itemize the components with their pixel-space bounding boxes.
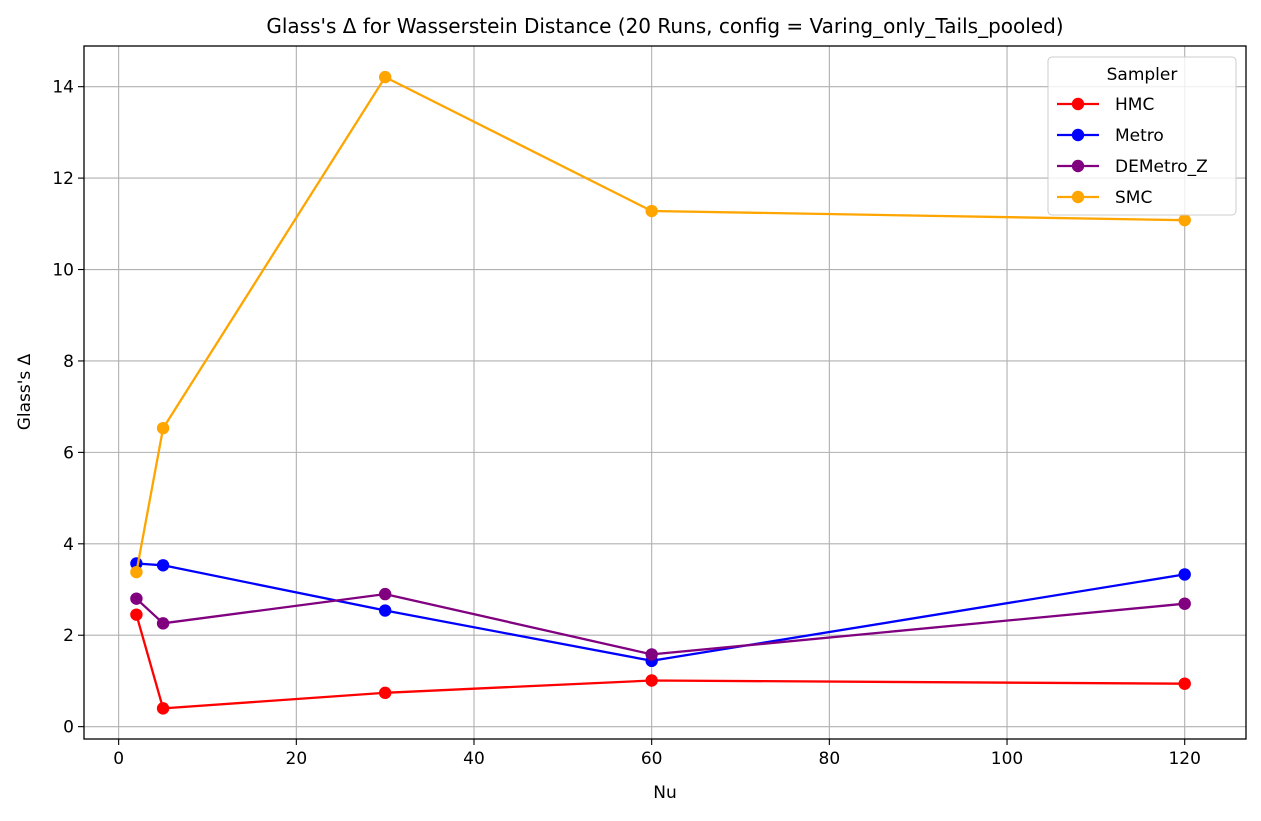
data-point: [1178, 568, 1191, 581]
y-axis-label: Glass's Δ: [15, 353, 35, 430]
data-point: [156, 617, 170, 630]
data-point: [378, 70, 392, 84]
data-point: [378, 686, 392, 700]
y-tick-label: 14: [52, 78, 74, 98]
legend-point-marker: [1071, 97, 1085, 111]
data-point: [645, 204, 658, 218]
legend-item: SMC: [1057, 188, 1152, 208]
x-tick-label: 100: [991, 749, 1023, 769]
y-tick-label: 6: [63, 443, 74, 463]
x-tick-label: 0: [113, 749, 124, 769]
legend-label: SMC: [1115, 188, 1152, 208]
series-smc: [130, 70, 1191, 579]
series-layer: [130, 70, 1191, 715]
x-axis-label: Nu: [653, 783, 677, 803]
data-point: [645, 674, 658, 687]
data-point: [156, 559, 170, 572]
series-hmc: [130, 608, 1191, 715]
x-tick-label: 80: [819, 749, 841, 769]
series-demetro-z: [130, 587, 1191, 661]
data-point: [378, 587, 392, 601]
data-point: [378, 604, 392, 617]
legend-items: HMC Metro DEMetro_Z SMC: [1057, 95, 1208, 208]
data-point: [1178, 213, 1191, 227]
x-tick-label: 60: [641, 749, 663, 769]
chart-title: Glass's Δ for Wasserstein Distance (20 R…: [266, 14, 1063, 38]
legend-label: Metro: [1115, 126, 1164, 146]
axis-ticks: 0 20 40 60 80 100 120 0 2 4 6 8 10 12 14: [52, 78, 1201, 769]
series-line: [135, 75, 1185, 573]
data-point: [1178, 597, 1191, 610]
y-tick-label: 12: [52, 169, 74, 189]
legend-item: HMC: [1057, 95, 1154, 115]
data-point: [130, 608, 143, 621]
legend-title: Sampler: [1107, 65, 1178, 85]
x-tick-label: 40: [463, 749, 485, 769]
legend-point-marker: [1071, 128, 1085, 142]
plot-area-frame: [83, 45, 1247, 740]
legend-frame: [1047, 56, 1237, 216]
y-tick-label: 2: [63, 626, 74, 646]
series-metro: [130, 557, 1191, 668]
data-point: [156, 702, 170, 715]
y-tick-label: 10: [52, 261, 74, 281]
y-tick-label: 8: [63, 352, 74, 372]
data-point: [645, 648, 658, 661]
legend: Sampler HMC Metro DEMetro_Z SMC: [1047, 56, 1237, 216]
y-tick-label: 0: [63, 718, 74, 738]
legend-label: DEMetro_Z: [1115, 157, 1208, 177]
data-point: [1178, 677, 1191, 690]
legend-item: Metro: [1057, 126, 1164, 146]
x-tick-label: 120: [1168, 749, 1200, 769]
series-line: [135, 614, 1185, 710]
legend-point-marker: [1071, 190, 1085, 204]
data-point: [130, 565, 143, 579]
x-tick-label: 20: [286, 749, 308, 769]
legend-point-marker: [1071, 159, 1085, 173]
legend-item: DEMetro_Z: [1057, 157, 1208, 177]
series-line: [135, 592, 1185, 656]
data-point: [130, 592, 143, 605]
series-line: [136, 562, 1185, 662]
y-tick-label: 4: [63, 535, 74, 555]
data-point: [156, 421, 170, 435]
legend-label: HMC: [1115, 95, 1154, 115]
